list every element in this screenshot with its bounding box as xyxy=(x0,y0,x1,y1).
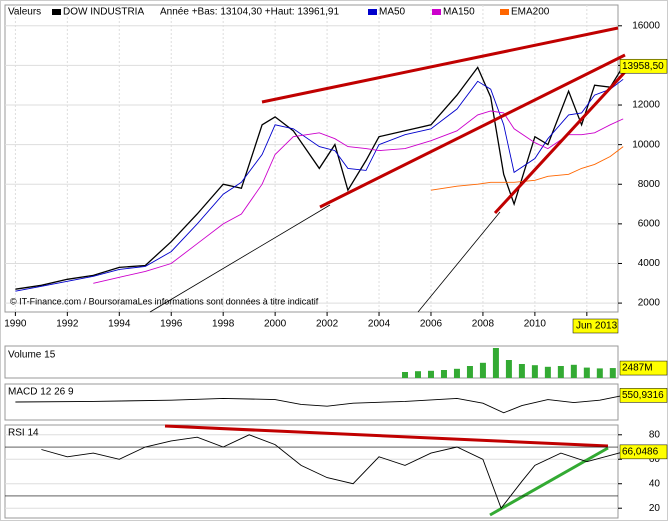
y-tick-label: 40 xyxy=(649,478,661,489)
x-tick-label: 1998 xyxy=(212,319,235,330)
y-tick-label: 2000 xyxy=(638,298,661,309)
indicator-line xyxy=(41,434,624,510)
x-tick-label: 2000 xyxy=(264,319,287,330)
price-line xyxy=(15,78,624,292)
trendline xyxy=(164,424,609,448)
legend-label: EMA200 xyxy=(511,7,550,18)
legend-swatch xyxy=(432,9,441,15)
volume-bar xyxy=(609,368,616,378)
y-tick-label: 4000 xyxy=(638,258,661,269)
volume-bar xyxy=(505,360,512,378)
trendline xyxy=(149,204,331,313)
legend-label: MA50 xyxy=(379,7,406,18)
price-line xyxy=(93,110,624,284)
y-tick-label: 6000 xyxy=(638,219,661,230)
volume-bar xyxy=(596,368,603,378)
macd-panel xyxy=(4,383,619,421)
legend-swatch xyxy=(52,9,61,15)
volume-bar xyxy=(531,365,538,378)
legend-swatch xyxy=(368,9,377,15)
volume-bar xyxy=(570,364,577,378)
last-value-box xyxy=(619,388,668,403)
trendline xyxy=(417,211,501,313)
last-value: 66,0486 xyxy=(622,447,659,458)
x-tick-label: 1990 xyxy=(4,319,27,330)
volume-bar xyxy=(492,348,499,378)
x-tick-label: 2002 xyxy=(316,319,339,330)
trendline xyxy=(493,70,627,215)
title: Valeurs xyxy=(8,7,41,18)
trendline xyxy=(489,446,609,517)
y-tick-label: 10000 xyxy=(632,139,660,150)
volume-bar xyxy=(414,371,421,378)
x-tick-label: 1992 xyxy=(56,319,79,330)
last-value-box xyxy=(619,360,668,376)
period-box xyxy=(572,318,619,334)
legend-label: DOW INDUSTRIA xyxy=(63,7,144,18)
last-value-box xyxy=(619,444,668,460)
subtitle: Année +Bas: 13104,30 +Haut: 13961,91 xyxy=(160,7,339,18)
volume-bar xyxy=(479,362,486,378)
volume-bar xyxy=(402,372,409,378)
volume-bar xyxy=(544,366,551,378)
price-line xyxy=(430,146,624,191)
price-panel xyxy=(4,4,619,313)
indicator-line xyxy=(15,394,624,414)
trendline xyxy=(261,26,619,104)
x-tick-label: 1996 xyxy=(160,319,183,330)
last-value-box xyxy=(619,58,668,74)
volume-bar xyxy=(583,367,590,378)
period-label: Jun 2013 xyxy=(576,321,618,332)
y-tick-label: 80 xyxy=(649,429,661,440)
volume-panel xyxy=(4,345,619,379)
x-tick-label: 2006 xyxy=(420,319,443,330)
legend-swatch xyxy=(500,9,509,15)
legend-label: MA150 xyxy=(443,7,475,18)
source: © IT-Finance.com / BoursoramaLes informa… xyxy=(10,296,319,306)
x-tick-label: 1994 xyxy=(108,319,131,330)
volume-bar xyxy=(557,366,564,378)
price-line xyxy=(15,65,624,290)
x-tick-label: 2008 xyxy=(472,319,495,330)
last-value: 13958,50 xyxy=(622,61,664,72)
y-tick-label: 20 xyxy=(649,503,661,514)
volume-bar xyxy=(427,370,434,378)
trendlines xyxy=(149,26,627,517)
y-tick-label: 60 xyxy=(649,454,661,465)
rsi-panel xyxy=(4,424,619,519)
panel-title: MACD 12 26 9 xyxy=(8,387,74,398)
last-value: 550,9316 xyxy=(622,390,664,401)
volume-bar xyxy=(453,368,460,378)
y-tick-label: 16000 xyxy=(632,20,660,31)
volume-bar xyxy=(466,366,473,378)
panel-title: RSI 14 xyxy=(8,428,39,439)
trendline xyxy=(319,53,626,209)
volume-bar xyxy=(518,364,525,378)
panel-title: Volume 15 xyxy=(8,350,56,361)
y-tick-label: 8000 xyxy=(638,179,661,190)
y-tick-label: 12000 xyxy=(632,100,660,111)
last-value: 2487M xyxy=(622,363,653,374)
x-tick-label: 2004 xyxy=(368,319,391,330)
volume-bar xyxy=(440,370,447,378)
x-tick-label: 2010 xyxy=(524,319,547,330)
